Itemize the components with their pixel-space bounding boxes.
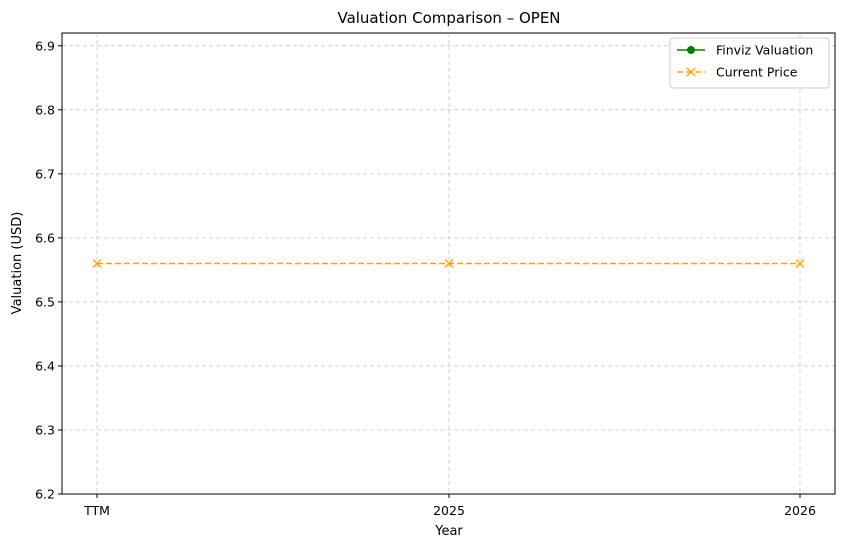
legend: Finviz Valuation Current Price [669, 37, 830, 89]
y-tick-label: 6.2 [35, 487, 55, 502]
legend-label: Finviz Valuation [716, 43, 813, 58]
x-axis-ticks: TTM 2025 2026 [83, 494, 816, 518]
y-tick-label: 6.6 [35, 230, 55, 245]
legend-box [669, 37, 830, 89]
legend-x-marker [686, 67, 696, 77]
series-layer [92, 259, 805, 268]
y-tick-label: 6.8 [35, 102, 55, 117]
y-tick-label: 6.7 [35, 166, 55, 181]
data-point-x-marker [795, 259, 805, 268]
y-tick-label: 6.9 [35, 38, 55, 53]
y-axis-title: Valuation (USD) [10, 212, 25, 315]
x-tick-label: TTM [83, 503, 110, 518]
data-point-x-marker [444, 259, 454, 268]
chart-title: Valuation Comparison – OPEN [337, 9, 560, 27]
y-axis-ticks: 6.2 6.3 6.4 6.5 6.6 6.7 6.8 6.9 [35, 38, 62, 502]
data-point-x-marker [92, 259, 102, 268]
x-axis-title: Year [434, 524, 463, 539]
legend-circle-marker [687, 46, 695, 54]
y-tick-label: 6.3 [35, 422, 55, 437]
y-tick-label: 6.4 [35, 358, 55, 373]
x-tick-label: 2026 [784, 503, 816, 518]
grid-lines [62, 33, 835, 495]
y-tick-label: 6.5 [35, 294, 55, 309]
x-tick-label: 2025 [433, 503, 465, 518]
legend-label: Current Price [716, 65, 798, 80]
